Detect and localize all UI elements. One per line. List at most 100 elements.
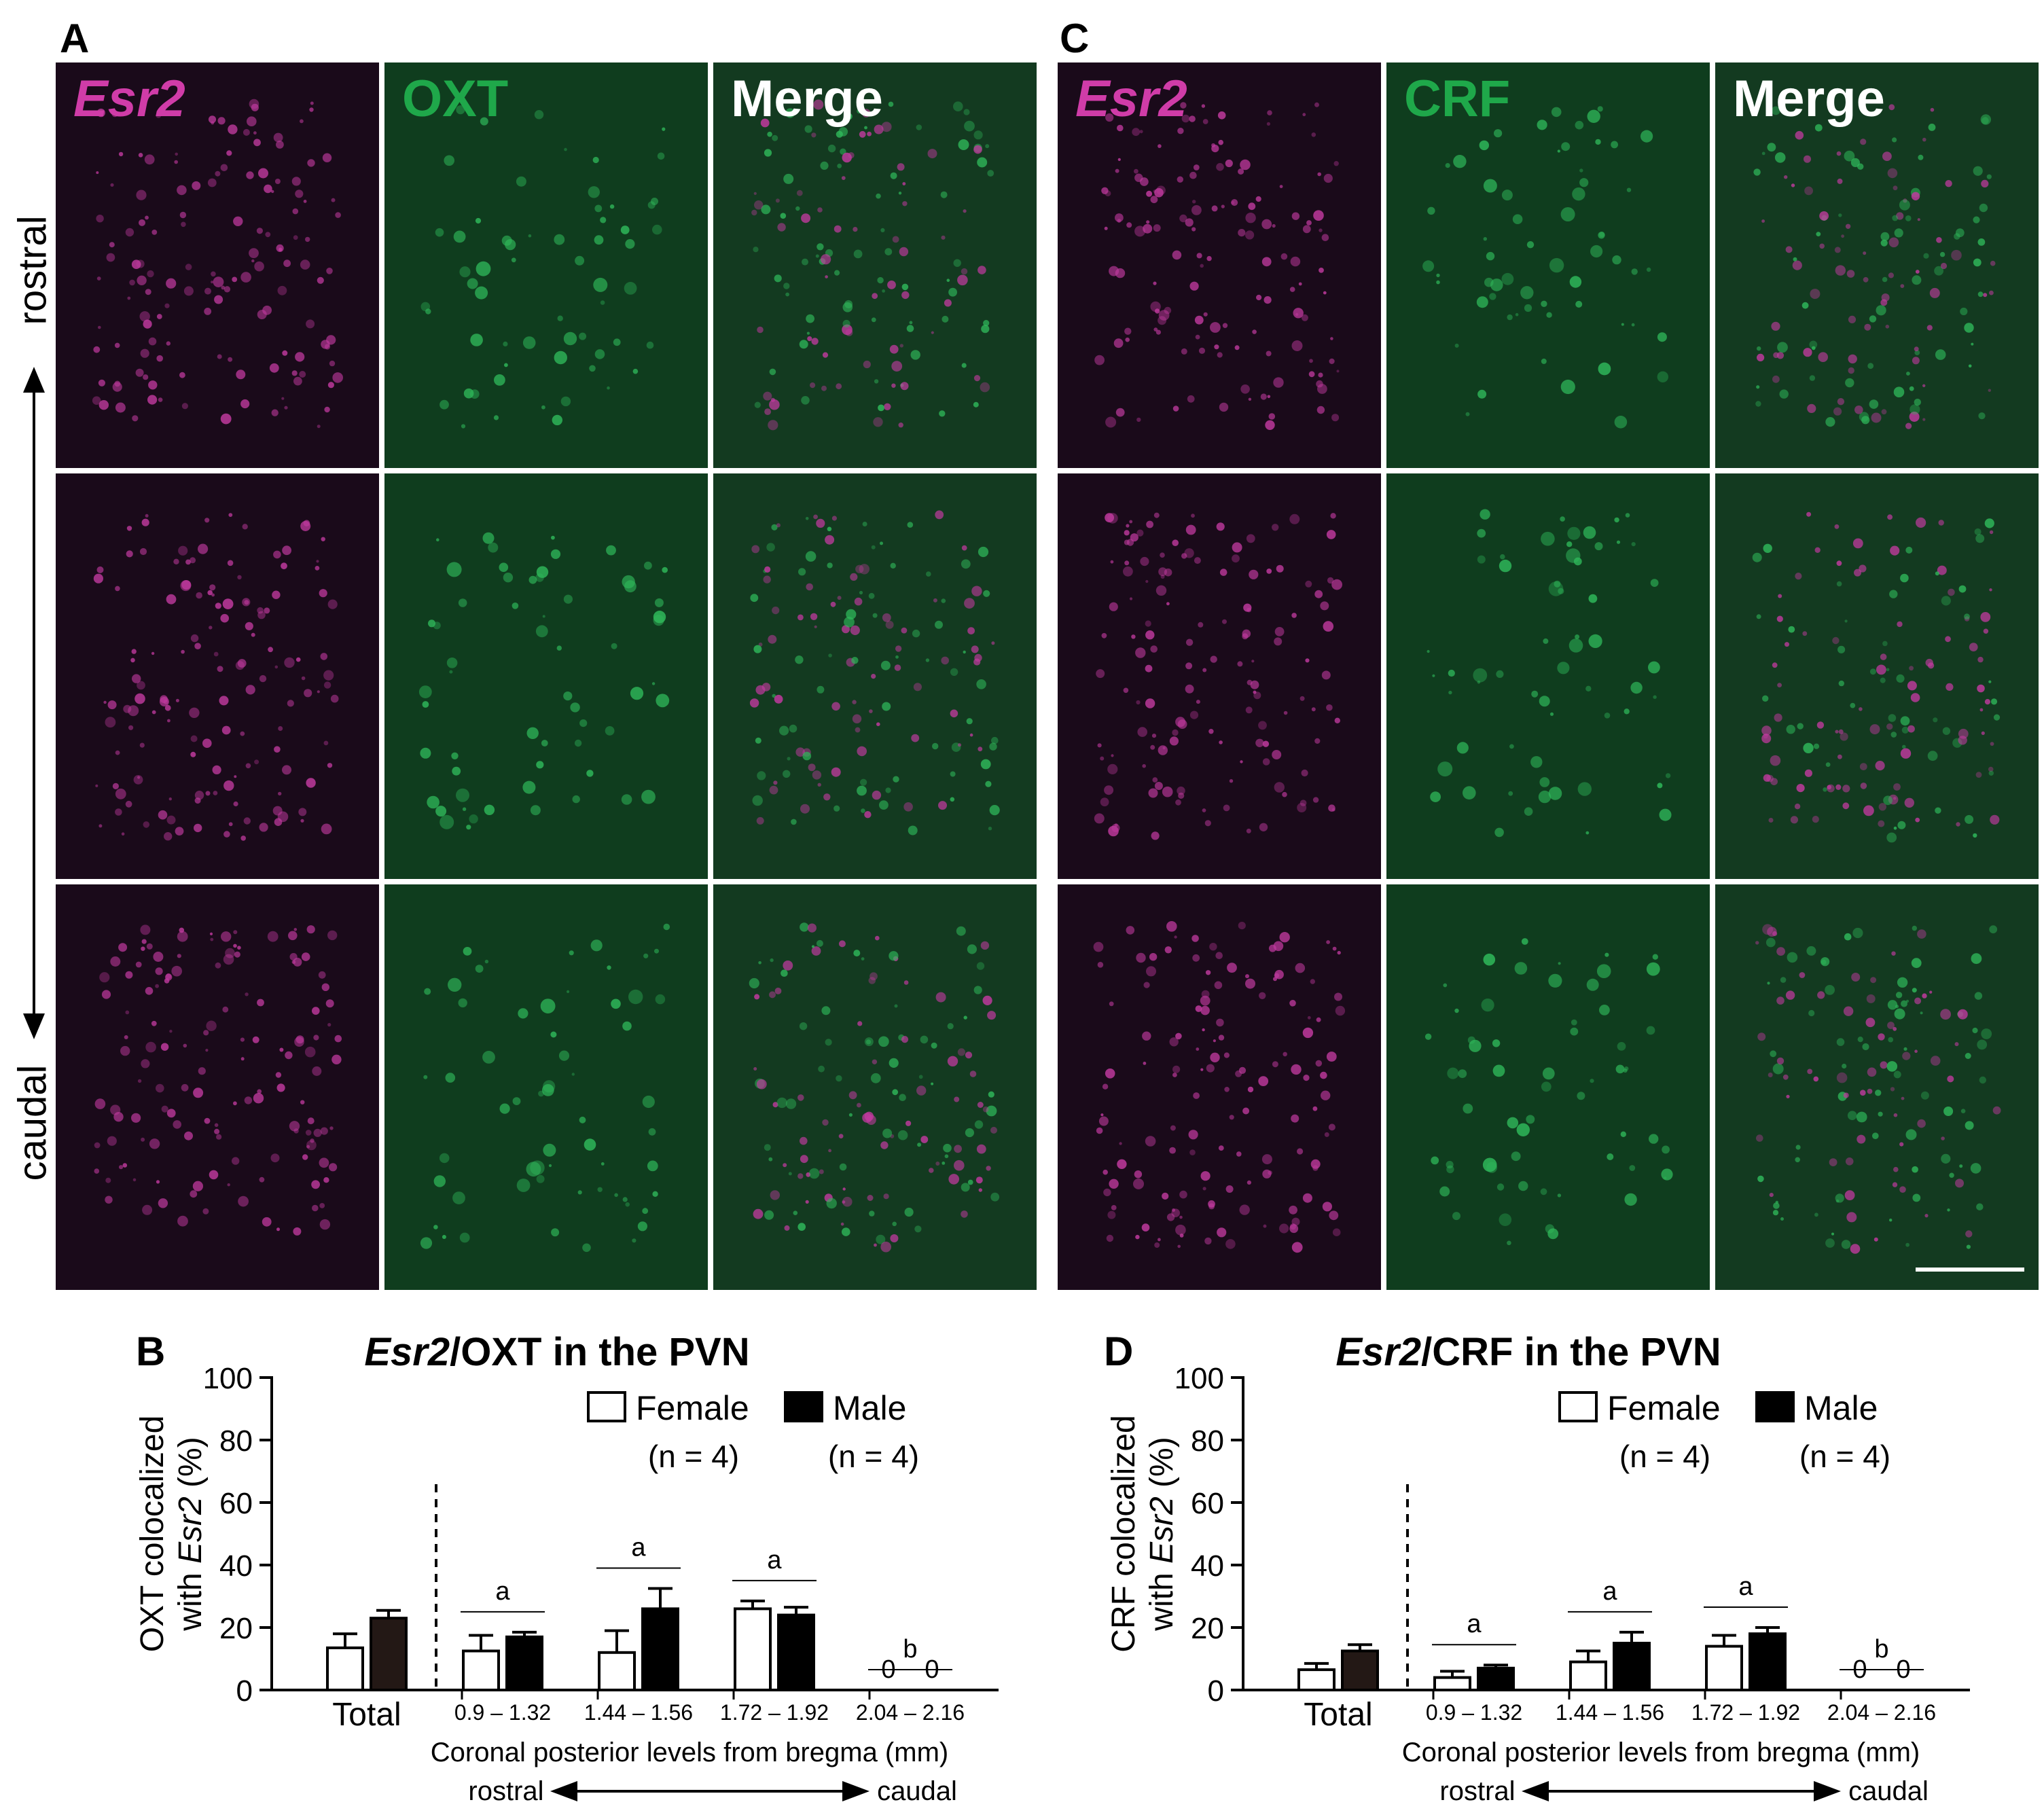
micrograph-tile [1058, 473, 1381, 879]
significance-letter: b [1874, 1635, 1888, 1664]
legend-male-label: Male [833, 1389, 906, 1427]
y-axis-label-prefix: with [1144, 1564, 1180, 1632]
bar-female [326, 1646, 364, 1691]
arrow-left-label: rostral [468, 1776, 543, 1806]
arrow-right-label: caudal [1848, 1776, 1929, 1806]
significance-letter: a [495, 1577, 510, 1606]
bar-female [1433, 1676, 1471, 1691]
column-label: Merge [731, 70, 883, 128]
y-axis-label-line1: CRF colocalized [1106, 1415, 1142, 1652]
significance-letter: a [1467, 1610, 1482, 1638]
bar-male [1613, 1642, 1651, 1691]
y-axis-label-suffix: (%) [1144, 1437, 1180, 1496]
column-label: CRF [1404, 70, 1511, 128]
y-axis-label-line2: with Esr2 (%) [173, 1437, 209, 1631]
bar-male [777, 1613, 815, 1692]
x-tick-label: 1.72 – 1.92 [1691, 1700, 1800, 1725]
x-tick-label: 1.72 – 1.92 [720, 1700, 829, 1725]
column-label: OXT [402, 70, 509, 128]
bar-female [598, 1651, 636, 1691]
direction-arrow-right-head [842, 1781, 869, 1801]
significance-letter: a [631, 1534, 646, 1562]
significance-letter: a [1738, 1573, 1753, 1601]
y-tick-label: 20 [1191, 1612, 1224, 1645]
significance-letter: a [767, 1546, 782, 1575]
legend-male-swatch [784, 1391, 823, 1422]
bar-male [1749, 1632, 1787, 1692]
y-axis-label-prefix: with [173, 1564, 209, 1632]
y-axis-label-italic: Esr2 [1144, 1496, 1180, 1564]
y-tick-label: 40 [219, 1549, 253, 1583]
caudal-label: caudal [10, 1064, 55, 1181]
arrow-right-label: caudal [877, 1776, 957, 1806]
significance-letter: a [1602, 1577, 1617, 1606]
micrograph-tile: Merge [1715, 62, 2039, 468]
micrograph-tile [713, 884, 1037, 1290]
micrograph-tile [1715, 473, 2039, 879]
bar-female [1297, 1668, 1335, 1691]
legend-female-label: Female [636, 1389, 749, 1427]
micrograph-tile [384, 473, 708, 879]
legend-male-swatch [1755, 1391, 1795, 1422]
legend-female-swatch [587, 1391, 626, 1422]
chart-title-italic: Esr2 [1335, 1330, 1421, 1374]
column-label: Esr2 [1075, 70, 1187, 128]
bar-female [462, 1649, 500, 1691]
panel-letter-d: D [1104, 1329, 1134, 1374]
bar-male [370, 1617, 408, 1692]
chart-title: Esr2/OXT in the PVN [364, 1330, 749, 1374]
chart-title-rest: /CRF in the PVN [1421, 1330, 1721, 1374]
micrograph-tile [1386, 473, 1710, 879]
direction-arrow-left-head [550, 1781, 577, 1801]
panel-letter-c: C [1060, 16, 1090, 61]
bar-male [641, 1607, 679, 1691]
micrograph-tile [1715, 884, 2039, 1290]
micrograph-tile [56, 473, 379, 879]
micrograph-tile [1058, 884, 1381, 1290]
bar-male [1341, 1649, 1379, 1691]
micrograph-tile [1386, 884, 1710, 1290]
panel-letter-b: B [136, 1329, 166, 1374]
x-tick-label: 0.9 – 1.32 [454, 1700, 551, 1725]
bar-male [1477, 1666, 1515, 1691]
y-tick-label: 20 [219, 1612, 253, 1645]
micrograph-tile [384, 884, 708, 1290]
chart-esr2-crf: Esr2/CRF in the PVN CRF colocalized with E… [1106, 1330, 1970, 1806]
y-tick-label: 80 [1191, 1424, 1224, 1458]
micrograph-tile: Esr2 [56, 62, 379, 468]
y-tick-label: 0 [236, 1674, 253, 1708]
micrograph-tile: Esr2 [1058, 62, 1381, 468]
x-tick-label: 1.44 – 1.56 [584, 1700, 693, 1725]
y-tick-label: 80 [219, 1424, 253, 1458]
x-tick-label: Total [332, 1697, 401, 1733]
legend-female-label: Female [1607, 1389, 1721, 1427]
direction-arrow-right-head [1814, 1781, 1841, 1801]
micrograph-tile: OXT [384, 62, 708, 468]
arrow-left-label: rostral [1439, 1776, 1515, 1806]
y-tick-label: 100 [1175, 1362, 1224, 1395]
legend-male-label: Male [1804, 1389, 1878, 1427]
scale-bar [1916, 1268, 2024, 1272]
legend-female-n: (n = 4) [1619, 1439, 1710, 1474]
chart-title-italic: Esr2 [364, 1330, 450, 1374]
y-tick-label: 0 [1208, 1674, 1224, 1708]
micrograph-tile [713, 473, 1037, 879]
bar-female [734, 1607, 772, 1691]
y-axis-label-line2: with Esr2 (%) [1144, 1437, 1180, 1631]
x-tick-label: 0.9 – 1.32 [1426, 1700, 1522, 1725]
y-axis-label-suffix: (%) [173, 1437, 209, 1496]
column-label: Merge [1733, 70, 1885, 128]
x-tick-label: 2.04 – 2.16 [856, 1700, 965, 1725]
y-tick-label: 100 [203, 1362, 253, 1395]
x-tick-label: 1.44 – 1.56 [1556, 1700, 1664, 1725]
x-tick-label: 2.04 – 2.16 [1827, 1700, 1936, 1725]
bar-male [505, 1635, 543, 1691]
y-axis-label-line1: OXT colocalized [135, 1416, 171, 1653]
chart-esr2-oxt: Esr2/OXT in the PVN OXT colocalized with E… [135, 1330, 999, 1806]
micrograph-tile [56, 884, 379, 1290]
rostral-label: rostral [10, 215, 55, 325]
bar-female [1705, 1645, 1743, 1692]
x-axis-label: Coronal posterior levels from bregma (mm… [1402, 1738, 1920, 1767]
significance-letter: b [903, 1635, 917, 1664]
direction-arrow-left-head [1522, 1781, 1549, 1801]
